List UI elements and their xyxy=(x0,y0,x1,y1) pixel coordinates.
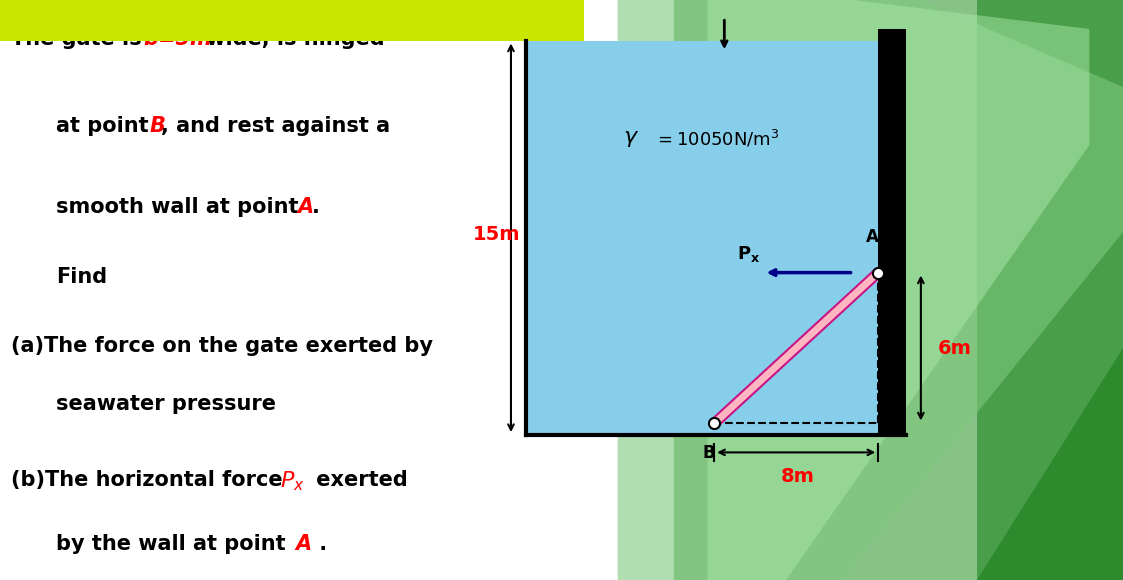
Bar xyxy=(878,29,906,435)
Polygon shape xyxy=(526,41,882,435)
Text: wide, is hinged: wide, is hinged xyxy=(199,29,384,49)
Text: b=5m: b=5m xyxy=(144,29,212,49)
Text: B: B xyxy=(702,444,715,462)
Polygon shape xyxy=(618,0,1123,580)
Text: 6m: 6m xyxy=(938,339,971,357)
Text: B: B xyxy=(149,116,165,136)
Text: , and rest against a: , and rest against a xyxy=(161,116,390,136)
Text: $\mathbf{P_x}$: $\mathbf{P_x}$ xyxy=(737,244,760,264)
Text: smooth wall at point: smooth wall at point xyxy=(56,197,305,217)
Text: by the wall at point: by the wall at point xyxy=(56,534,293,553)
Text: A: A xyxy=(298,197,313,217)
Polygon shape xyxy=(674,0,1123,580)
Text: $P_x$: $P_x$ xyxy=(280,470,304,494)
Text: (a)The force on the gate exerted by: (a)The force on the gate exerted by xyxy=(11,336,433,356)
Polygon shape xyxy=(707,0,1089,580)
Text: at point: at point xyxy=(56,116,156,136)
Text: $=10050\mathrm{N/m}^3$: $=10050\mathrm{N/m}^3$ xyxy=(654,129,779,150)
Text: Find: Find xyxy=(56,267,108,287)
Text: A: A xyxy=(295,534,311,553)
Text: 8m: 8m xyxy=(780,467,814,486)
Text: exerted: exerted xyxy=(309,470,408,490)
Text: 15m: 15m xyxy=(473,226,520,244)
Bar xyxy=(0,0,584,41)
Text: .: . xyxy=(312,534,327,553)
Polygon shape xyxy=(977,0,1123,580)
Text: (b)The horizontal force: (b)The horizontal force xyxy=(11,470,290,490)
Text: A: A xyxy=(866,229,879,246)
Text: The gate is: The gate is xyxy=(11,29,149,49)
Text: $\gamma$: $\gamma$ xyxy=(623,129,639,149)
Text: seawater pressure: seawater pressure xyxy=(56,394,276,414)
Text: .: . xyxy=(312,197,320,217)
